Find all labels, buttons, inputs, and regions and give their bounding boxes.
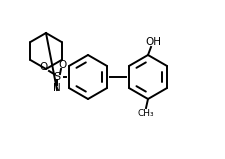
Text: O: O [59, 60, 67, 70]
Text: O: O [40, 62, 48, 72]
Text: S: S [53, 72, 60, 82]
Text: CH₃: CH₃ [137, 110, 154, 118]
Text: N: N [53, 83, 61, 93]
Text: OH: OH [144, 37, 160, 47]
